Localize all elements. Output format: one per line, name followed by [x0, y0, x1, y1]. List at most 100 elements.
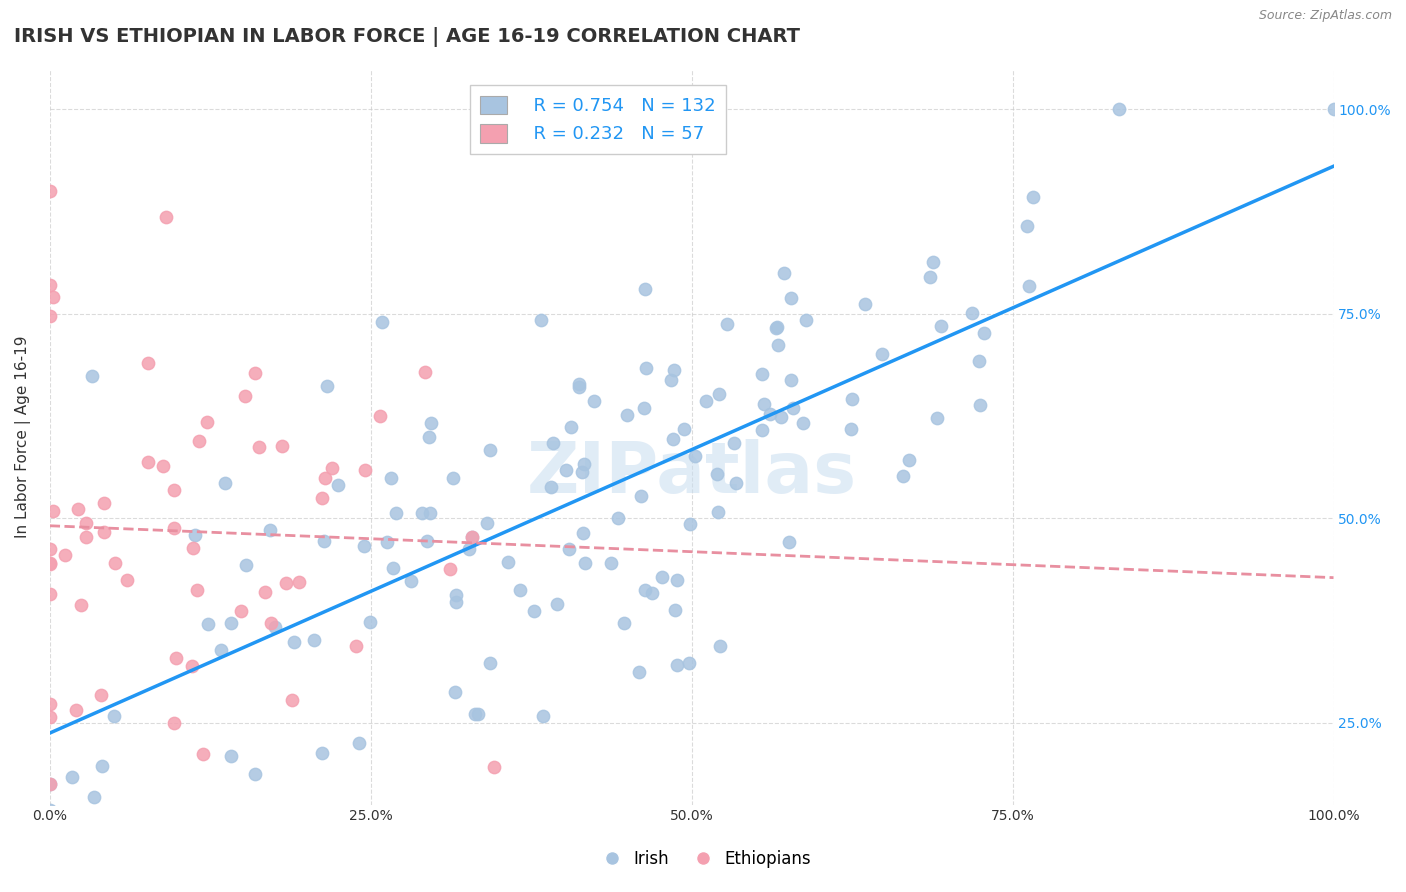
Point — [420, 416, 443, 430]
Point — [1108, 103, 1130, 117]
Point — [233, 389, 256, 403]
Point — [38, 587, 60, 601]
Legend: Irish, Ethiopians: Irish, Ethiopians — [589, 844, 817, 875]
Point — [163, 521, 186, 535]
Point — [340, 806, 363, 821]
Point — [347, 736, 370, 750]
Point — [181, 541, 204, 555]
Point — [441, 470, 464, 484]
Point — [530, 313, 553, 327]
Point — [38, 777, 60, 791]
Point — [461, 530, 484, 544]
Point — [464, 707, 486, 722]
Point — [651, 570, 673, 584]
Point — [634, 361, 657, 376]
Text: Source: ZipAtlas.com: Source: ZipAtlas.com — [1258, 9, 1392, 22]
Point — [661, 432, 683, 446]
Point — [766, 319, 789, 334]
Point — [155, 210, 177, 224]
Point — [418, 430, 440, 444]
Point — [186, 582, 208, 597]
Point — [136, 356, 159, 370]
Point — [82, 369, 104, 384]
Point — [38, 804, 60, 818]
Point — [782, 401, 804, 415]
Point — [163, 715, 186, 730]
Point — [769, 409, 792, 424]
Point — [65, 702, 87, 716]
Point — [560, 419, 582, 434]
Point — [371, 315, 394, 329]
Point — [38, 710, 60, 724]
Text: IRISH VS ETHIOPIAN IN LABOR FORCE | AGE 16-19 CORRELATION CHART: IRISH VS ETHIOPIAN IN LABOR FORCE | AGE … — [14, 27, 800, 46]
Point — [568, 380, 591, 394]
Point — [482, 760, 505, 774]
Point — [152, 458, 174, 473]
Point — [634, 282, 657, 296]
Point — [219, 748, 242, 763]
Point — [479, 442, 502, 457]
Point — [55, 548, 77, 562]
Point — [554, 463, 576, 477]
Point — [695, 393, 717, 408]
Point — [707, 505, 730, 519]
Point — [281, 692, 304, 706]
Point — [382, 561, 405, 575]
Point — [891, 468, 914, 483]
Point — [572, 457, 595, 471]
Point — [679, 516, 702, 531]
Point — [276, 575, 298, 590]
Point — [380, 471, 402, 485]
Point — [260, 615, 283, 630]
Point — [574, 556, 596, 570]
Point — [353, 539, 375, 553]
Point — [918, 269, 941, 284]
Point — [960, 306, 983, 320]
Point — [751, 423, 773, 437]
Point — [558, 541, 581, 556]
Point — [439, 562, 461, 576]
Point — [1018, 279, 1040, 293]
Point — [457, 541, 479, 556]
Point — [641, 586, 664, 600]
Point — [91, 758, 114, 772]
Point — [235, 558, 257, 572]
Point — [311, 491, 333, 505]
Point — [90, 688, 112, 702]
Point — [104, 556, 127, 570]
Point — [419, 506, 441, 520]
Point — [67, 502, 90, 516]
Point — [725, 476, 748, 491]
Point — [475, 516, 498, 530]
Point — [582, 393, 605, 408]
Point — [479, 657, 502, 671]
Point — [794, 313, 817, 327]
Point — [568, 376, 591, 391]
Legend:   R = 0.754   N = 132,   R = 0.232   N = 57: R = 0.754 N = 132, R = 0.232 N = 57 — [470, 85, 727, 154]
Point — [38, 698, 60, 712]
Point — [839, 422, 862, 436]
Point — [259, 523, 281, 537]
Point — [163, 880, 186, 892]
Point — [509, 583, 531, 598]
Point — [197, 616, 219, 631]
Point — [925, 410, 948, 425]
Point — [384, 506, 406, 520]
Point — [115, 573, 138, 587]
Point — [659, 373, 682, 387]
Point — [723, 436, 745, 450]
Point — [792, 417, 814, 431]
Point — [270, 439, 292, 453]
Point — [759, 407, 782, 421]
Point — [264, 620, 287, 634]
Point — [768, 338, 790, 352]
Point — [765, 321, 787, 335]
Point — [103, 709, 125, 723]
Point — [38, 185, 60, 199]
Point — [83, 790, 105, 805]
Point — [600, 556, 623, 570]
Point — [312, 533, 335, 548]
Point — [39, 542, 62, 557]
Point — [1022, 190, 1045, 204]
Point — [446, 595, 468, 609]
